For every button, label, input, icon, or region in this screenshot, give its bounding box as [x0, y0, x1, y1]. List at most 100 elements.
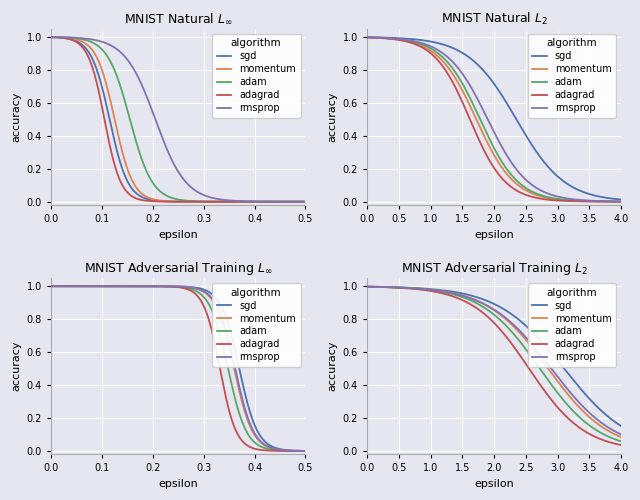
rmsprop [618, 432, 625, 438]
adam [294, 198, 302, 204]
momentum [294, 198, 301, 204]
Line: adagrad: adagrad [367, 286, 621, 445]
adam [363, 34, 371, 40]
rmsprop [248, 198, 255, 204]
X-axis label: epsilon: epsilon [158, 479, 198, 489]
rmsprop [60, 34, 68, 40]
adagrad [563, 198, 571, 204]
adagrad [294, 448, 301, 454]
adam [480, 304, 488, 310]
Line: adam: adam [367, 286, 621, 442]
adam [610, 436, 618, 442]
momentum [618, 198, 625, 204]
momentum [171, 284, 179, 290]
sgd [164, 198, 172, 204]
adam [248, 436, 255, 442]
momentum [480, 132, 488, 138]
momentum [480, 301, 488, 307]
rmsprop [487, 122, 495, 128]
momentum [563, 390, 571, 396]
adagrad [610, 440, 618, 446]
rmsprop [294, 448, 301, 454]
rmsprop [610, 428, 618, 434]
adagrad [294, 448, 302, 454]
momentum [376, 284, 384, 290]
Line: rmsprop: rmsprop [367, 38, 621, 202]
rmsprop [610, 198, 618, 204]
sgd [294, 198, 302, 204]
Line: rmsprop: rmsprop [51, 37, 305, 202]
sgd [294, 448, 302, 454]
Line: adam: adam [367, 38, 621, 202]
rmsprop [294, 448, 302, 454]
adam [487, 309, 495, 315]
sgd [610, 418, 618, 424]
momentum [248, 198, 255, 204]
adagrad [610, 440, 618, 446]
sgd [171, 198, 179, 204]
Line: adagrad: adagrad [51, 286, 305, 451]
momentum [618, 434, 625, 440]
Line: sgd: sgd [51, 286, 305, 451]
adagrad [60, 283, 68, 289]
Legend: sgd, momentum, adam, adagrad, rmsprop: sgd, momentum, adam, adagrad, rmsprop [212, 34, 301, 118]
sgd [301, 448, 309, 454]
rmsprop [248, 424, 255, 430]
rmsprop [301, 448, 309, 454]
momentum [487, 146, 495, 152]
momentum [294, 448, 302, 454]
adagrad [294, 198, 302, 204]
Y-axis label: accuracy: accuracy [327, 341, 337, 392]
rmsprop [618, 198, 625, 204]
adam [376, 35, 384, 41]
X-axis label: epsilon: epsilon [474, 230, 514, 239]
Y-axis label: accuracy: accuracy [327, 92, 337, 142]
adam [164, 284, 172, 290]
adam [164, 194, 172, 200]
adam [301, 198, 309, 204]
Line: adam: adam [51, 286, 305, 451]
adam [618, 438, 625, 444]
adagrad [363, 34, 371, 40]
rmsprop [563, 196, 571, 202]
adagrad [171, 198, 179, 204]
adagrad [618, 442, 625, 448]
Y-axis label: accuracy: accuracy [11, 92, 21, 142]
adagrad [610, 198, 618, 204]
Line: sgd: sgd [367, 286, 621, 426]
Line: sgd: sgd [367, 37, 621, 200]
sgd [480, 296, 488, 302]
sgd [487, 76, 495, 82]
sgd [164, 284, 172, 290]
sgd [610, 196, 618, 202]
adagrad [164, 284, 172, 290]
momentum [610, 198, 618, 204]
momentum [47, 283, 55, 289]
adagrad [376, 35, 384, 41]
adagrad [610, 198, 618, 204]
adagrad [487, 160, 495, 166]
adagrad [480, 147, 488, 153]
sgd [60, 283, 68, 289]
momentum [363, 34, 371, 40]
Line: rmsprop: rmsprop [367, 286, 621, 434]
X-axis label: epsilon: epsilon [474, 479, 514, 489]
rmsprop [610, 198, 618, 204]
sgd [618, 196, 625, 202]
adam [294, 448, 301, 454]
adagrad [60, 35, 68, 41]
sgd [294, 198, 301, 204]
sgd [618, 423, 625, 429]
rmsprop [47, 34, 55, 40]
Title: MNIST Adversarial Training $L_2$: MNIST Adversarial Training $L_2$ [401, 260, 588, 278]
momentum [60, 34, 68, 40]
sgd [47, 283, 55, 289]
momentum [301, 198, 309, 204]
Line: momentum: momentum [367, 38, 621, 202]
sgd [363, 284, 371, 290]
adagrad [363, 284, 371, 290]
Line: sgd: sgd [51, 37, 305, 202]
adam [294, 448, 302, 454]
Title: MNIST Natural $L_2$: MNIST Natural $L_2$ [440, 11, 548, 27]
adam [610, 198, 618, 204]
